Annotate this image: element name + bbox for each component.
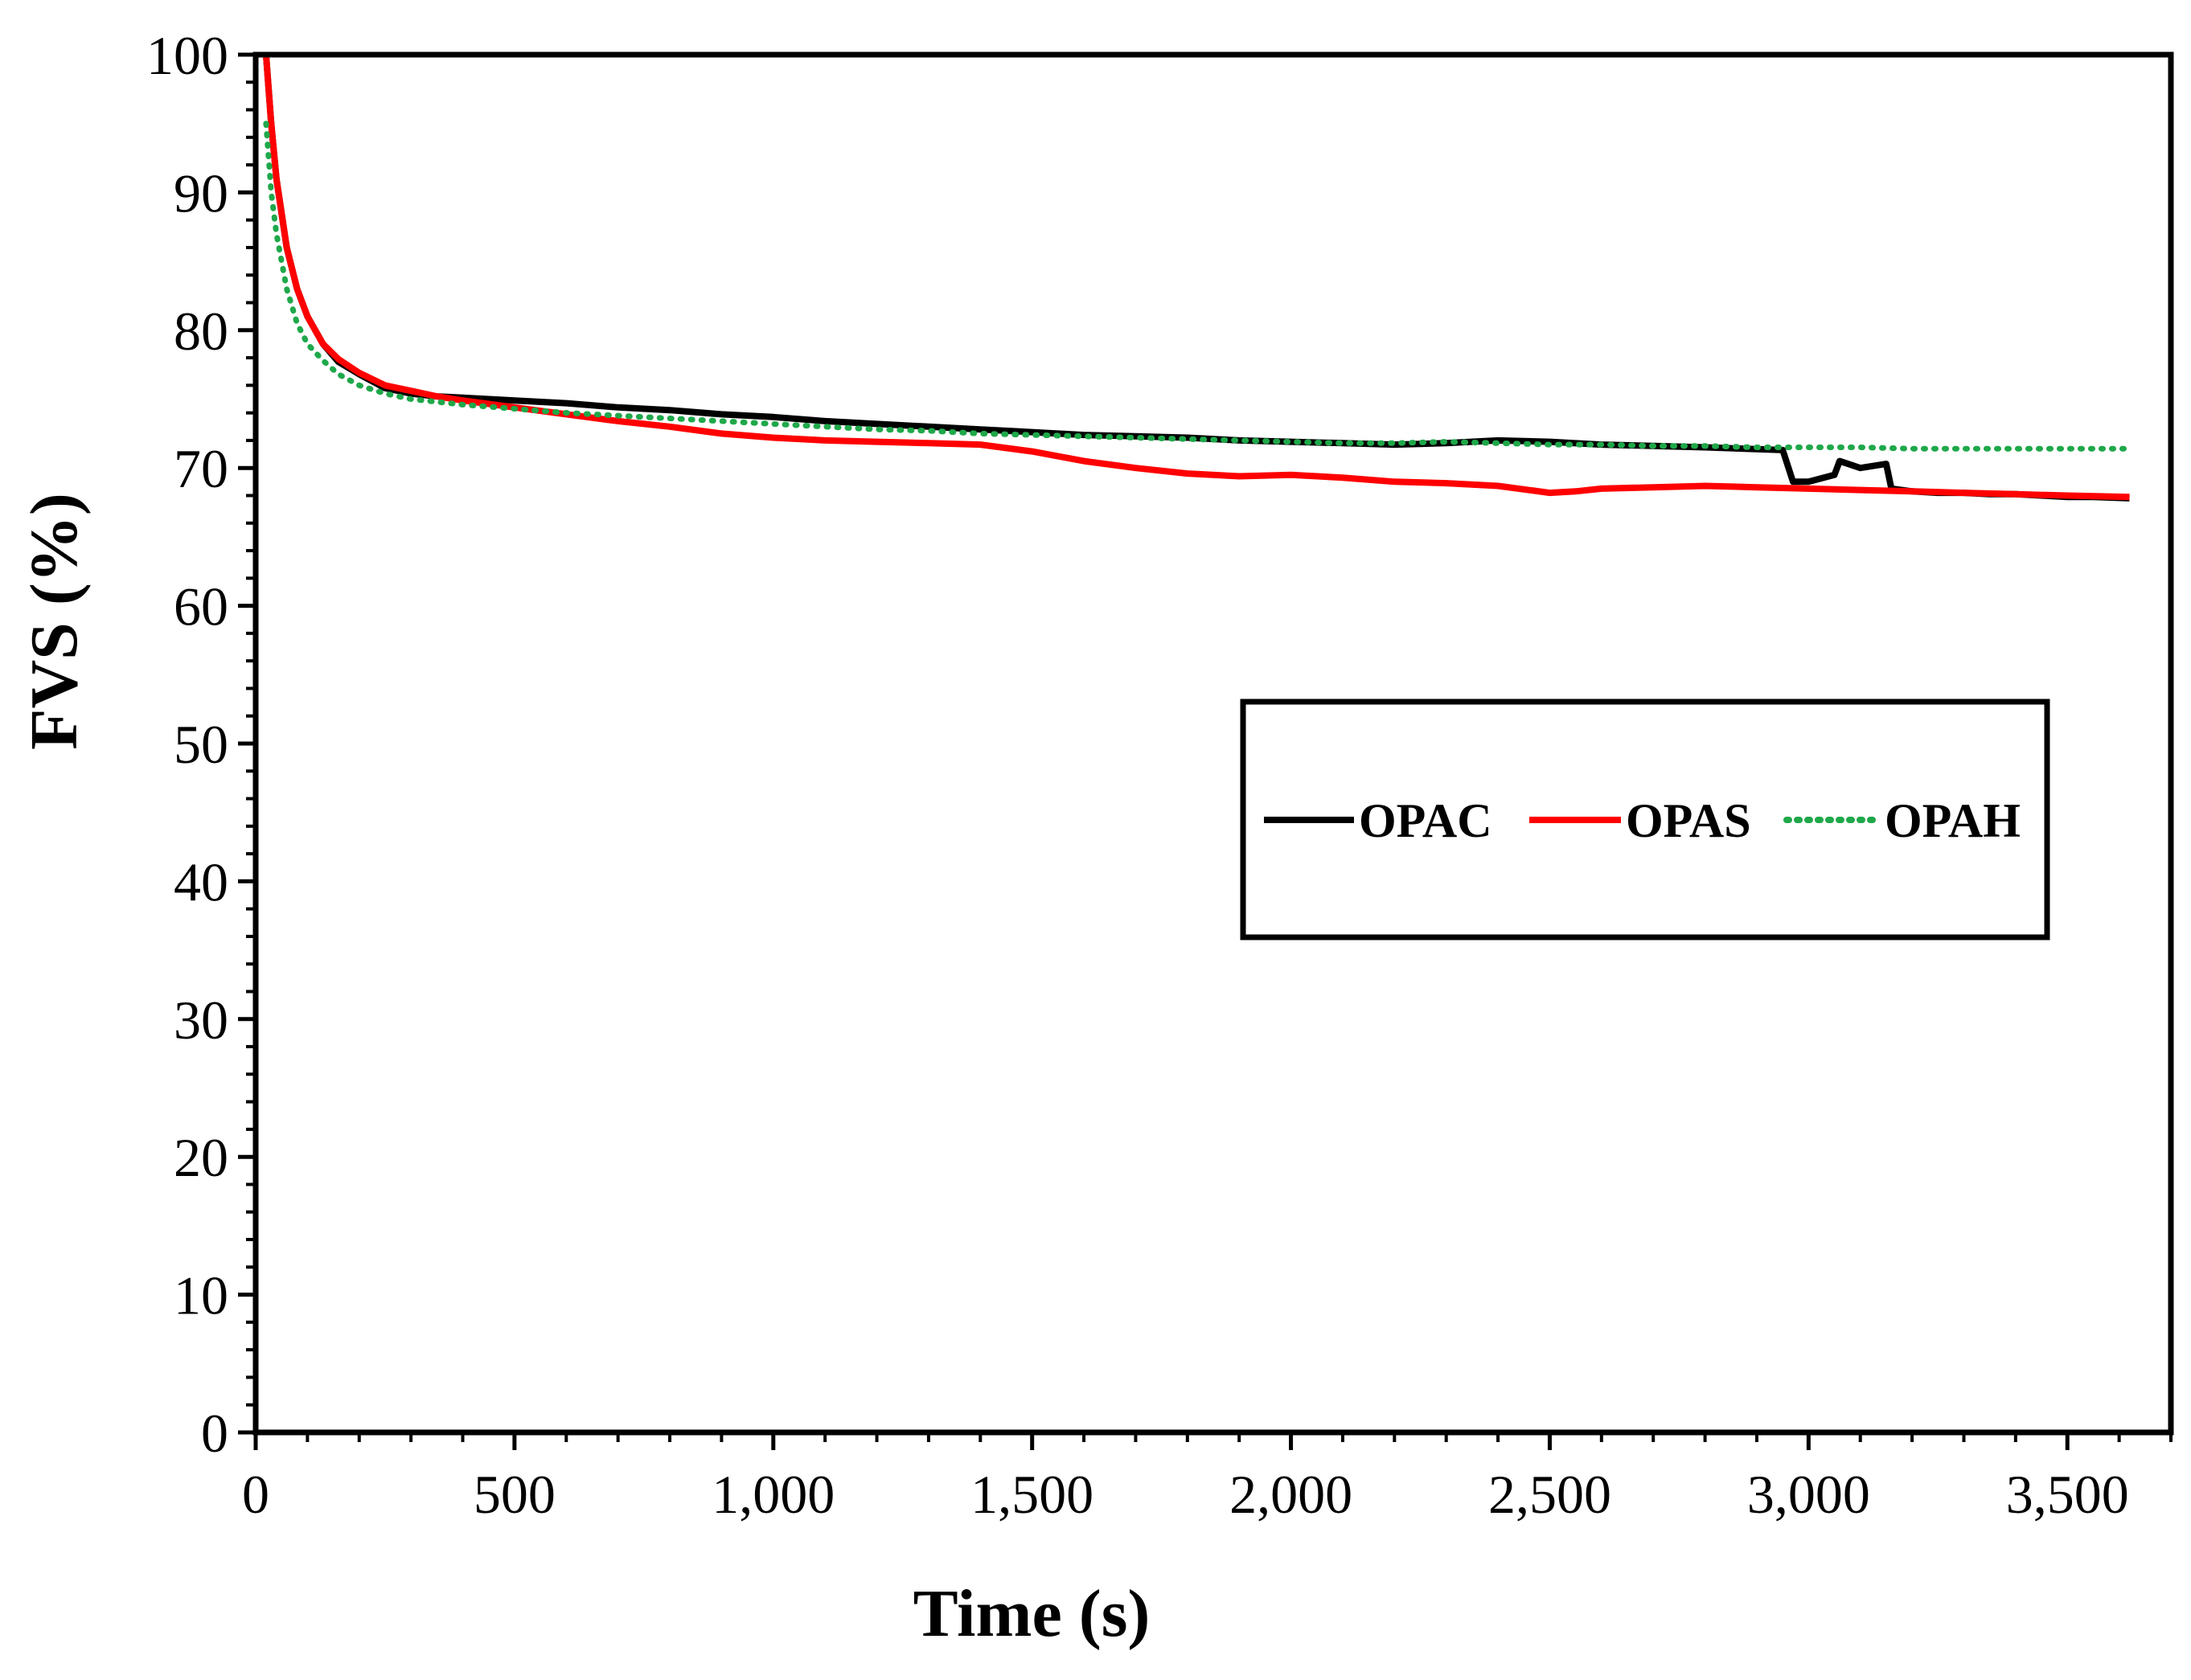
x-tick-label: 3,000 xyxy=(1747,1464,1870,1525)
y-tick-label: 90 xyxy=(174,162,228,223)
series-line-opah xyxy=(263,121,2132,452)
legend-label-opas: OPAS xyxy=(1626,794,1751,847)
x-tick-label: 500 xyxy=(474,1464,556,1525)
x-tick-label: 2,500 xyxy=(1488,1464,1611,1525)
y-tick-label: 20 xyxy=(174,1127,228,1188)
series-lines xyxy=(262,54,2132,502)
x-tick-label: 1,500 xyxy=(970,1464,1093,1525)
x-tick-label: 3,500 xyxy=(2006,1464,2129,1525)
y-tick-label: 0 xyxy=(201,1403,228,1464)
legend-box xyxy=(1240,699,2050,940)
legend-label-opac: OPAC xyxy=(1359,794,1492,847)
plot-frame xyxy=(252,51,2174,1436)
series-line-opas xyxy=(262,54,2130,501)
y-tick-label: 50 xyxy=(174,714,228,775)
y-axis-title: FVS (%) xyxy=(17,493,92,750)
y-tick-label: 30 xyxy=(174,990,228,1051)
y-tick-label: 60 xyxy=(174,576,228,637)
legend-label-opah: OPAH xyxy=(1885,794,2021,847)
y-tick-label: 10 xyxy=(174,1265,228,1326)
y-tick-label: 80 xyxy=(174,301,228,362)
y-tick-label: 100 xyxy=(146,25,228,86)
y-tick-label: 40 xyxy=(174,851,228,912)
x-tick-label: 2,000 xyxy=(1229,1464,1352,1525)
x-axis-title: Time (s) xyxy=(913,1576,1151,1651)
series-line-opac xyxy=(262,54,2130,502)
x-tick-label: 0 xyxy=(242,1464,269,1525)
tick-labels: 0 10 20 30 40 50 60 70 80 90 100 0 500 1,000 1,500 2,00… xyxy=(146,25,2129,1525)
y-tick-label: 70 xyxy=(174,438,228,499)
x-tick-label: 1,000 xyxy=(712,1464,835,1525)
legend: OPAC OPAS OPAH xyxy=(1240,699,2050,940)
